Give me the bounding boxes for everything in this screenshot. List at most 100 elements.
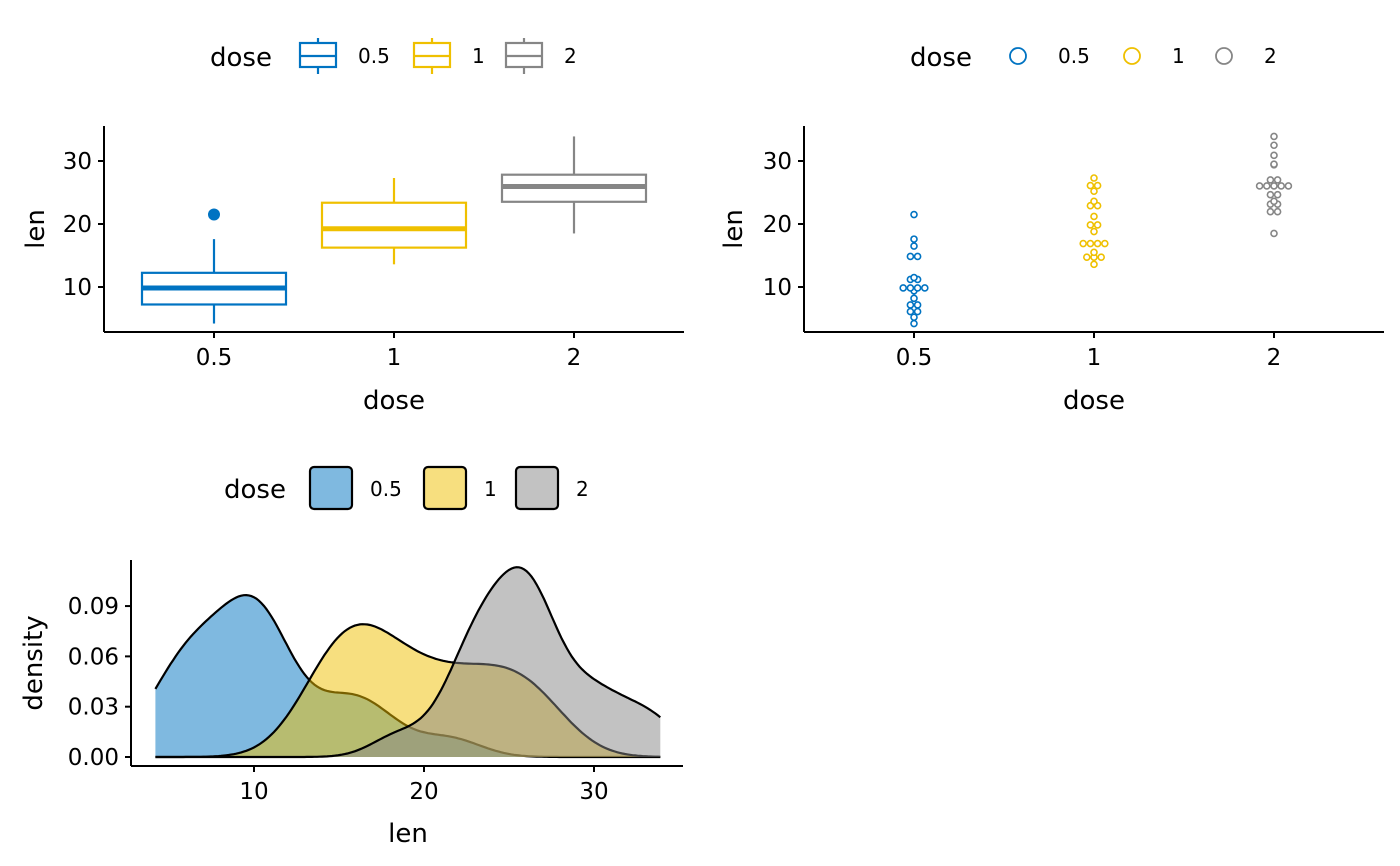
y-axis-title: len <box>719 209 749 249</box>
x-axis-title: dose <box>1063 386 1125 416</box>
boxplot-panel: dose len 10 20 30 0.5 1 2 <box>21 126 684 416</box>
x-tick-label: 1 <box>1087 345 1102 371</box>
dot-2 <box>1270 160 1278 168</box>
dot-2 <box>1266 190 1275 199</box>
legend-key-fill <box>514 465 560 511</box>
legend-density: dose 0.5 1 2 <box>224 465 589 511</box>
legend-title: dose <box>224 475 286 505</box>
dot-0.5 <box>910 242 918 250</box>
dot-1 <box>1086 221 1095 229</box>
y-tick-label: 10 <box>763 275 792 301</box>
y-tick-label: 30 <box>763 149 792 175</box>
y-tick-label: 10 <box>63 275 92 301</box>
dot-0.5 <box>906 307 915 316</box>
dot-2 <box>1273 190 1282 199</box>
legend-label: 1 <box>1172 44 1185 68</box>
density-line-2 <box>155 566 661 759</box>
x-tick-label: 30 <box>579 779 608 805</box>
x-tick-label: 20 <box>409 779 438 805</box>
legend-boxplot: dose 0.5 1 2 <box>210 38 577 74</box>
dot-0.5 <box>906 252 915 261</box>
dot-0.5 <box>913 284 922 292</box>
dot-2 <box>1284 182 1293 190</box>
dot-0.5 <box>913 301 922 309</box>
legend-key-fill <box>308 465 354 511</box>
dot-2 <box>1273 176 1282 184</box>
dot-1 <box>1090 187 1098 196</box>
legend-key-dot <box>1215 47 1233 65</box>
legend-label: 2 <box>564 44 577 68</box>
dot-0.5 <box>913 252 922 261</box>
dot-2 <box>1263 182 1271 190</box>
legend-dotplot: dose 0.5 1 2 <box>910 43 1277 73</box>
dot-0.5 <box>910 319 918 328</box>
x-tick-label: 2 <box>1267 345 1282 371</box>
dot-2 <box>1266 207 1275 216</box>
dot-2 <box>1270 229 1278 238</box>
dot-1 <box>1090 212 1098 221</box>
y-tick-label: 20 <box>763 212 792 238</box>
density-panel: len density 0.00 0.03 0.06 0.09 10 20 30 <box>19 560 683 849</box>
density-area-2 <box>155 567 661 757</box>
dot-2 <box>1273 207 1282 216</box>
dot-0.5 <box>906 301 915 309</box>
dot-1 <box>1090 248 1098 257</box>
dot-1 <box>1093 239 1102 248</box>
legend-title: dose <box>210 43 272 73</box>
box-outlier <box>208 208 220 221</box>
x-tick-label: 10 <box>239 779 268 805</box>
legend-label: 2 <box>1264 44 1277 68</box>
legend-label: 0.5 <box>370 477 402 501</box>
dot-1 <box>1101 239 1109 248</box>
dot-1 <box>1093 181 1102 190</box>
dot-0.5 <box>920 284 929 292</box>
x-tick-label: 0.5 <box>196 345 233 371</box>
dot-0.5 <box>913 307 922 316</box>
dot-2 <box>1270 132 1278 141</box>
dot-0.5 <box>899 284 908 292</box>
legend-label: 0.5 <box>358 44 390 68</box>
dot-1 <box>1090 227 1098 236</box>
y-tick-label: 0.09 <box>68 594 119 620</box>
dot-1 <box>1086 181 1095 190</box>
dot-1 <box>1090 260 1098 269</box>
x-axis-title: len <box>388 819 428 849</box>
x-axis-title: dose <box>363 386 425 416</box>
legend-key-dot <box>1009 47 1027 65</box>
x-tick-label: 2 <box>567 345 582 371</box>
dot-2 <box>1277 182 1285 190</box>
legend-key-fill <box>422 465 468 511</box>
dot-0.5 <box>910 273 918 282</box>
y-tick-label: 30 <box>63 149 92 175</box>
y-tick-label: 0.03 <box>68 695 119 721</box>
dot-2 <box>1270 182 1278 190</box>
y-tick-label: 0.00 <box>68 745 119 771</box>
legend-title: dose <box>910 43 972 73</box>
y-axis-title: len <box>21 209 51 249</box>
x-tick-label: 0.5 <box>896 345 933 371</box>
legend-label: 1 <box>472 44 485 68</box>
dot-2 <box>1270 141 1278 150</box>
dot-2 <box>1266 176 1275 184</box>
dot-0.5 <box>910 235 918 243</box>
dot-0.5 <box>906 284 915 292</box>
dot-0.5 <box>910 313 918 322</box>
dot-0.5 <box>910 210 918 219</box>
dot-2 <box>1255 182 1264 190</box>
legend-label: 2 <box>576 477 589 501</box>
dot-2 <box>1270 197 1278 206</box>
dot-1 <box>1097 253 1105 261</box>
dot-1 <box>1090 197 1098 206</box>
dot-2 <box>1270 151 1278 160</box>
dot-1 <box>1090 174 1098 182</box>
dot-1 <box>1079 239 1087 248</box>
dot-0.5 <box>910 294 918 303</box>
dot-1 <box>1086 239 1095 248</box>
dot-1 <box>1083 253 1091 261</box>
box-1 <box>320 201 468 249</box>
legend-key-dot <box>1123 47 1141 65</box>
y-tick-label: 0.06 <box>68 644 119 670</box>
y-axis-title: density <box>19 615 49 710</box>
legend-label: 1 <box>484 477 497 501</box>
